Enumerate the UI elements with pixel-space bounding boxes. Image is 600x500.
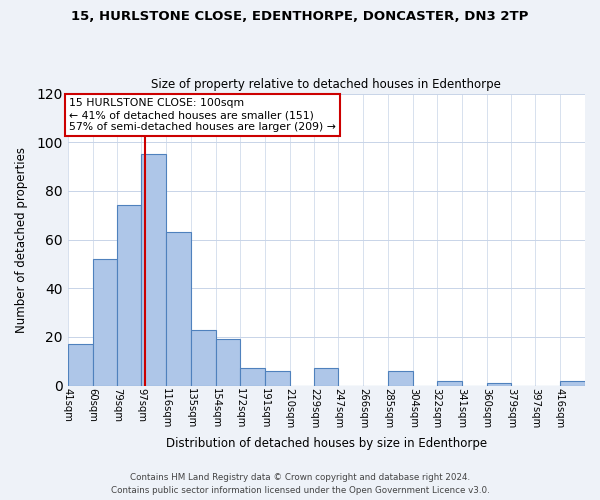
Bar (68, 344, 92, 386)
Bar (216, 340, 239, 386)
Y-axis label: Number of detached properties: Number of detached properties (15, 146, 28, 332)
Bar (166, 232, 191, 386)
X-axis label: Distribution of detached houses by size in Edenthorpe: Distribution of detached houses by size … (166, 437, 487, 450)
Bar (314, 368, 338, 386)
Bar (388, 371, 413, 386)
Bar (487, 383, 511, 386)
Bar (141, 154, 166, 386)
Text: Contains HM Land Registry data © Crown copyright and database right 2024.
Contai: Contains HM Land Registry data © Crown c… (110, 474, 490, 495)
Title: Size of property relative to detached houses in Edenthorpe: Size of property relative to detached ho… (151, 78, 501, 91)
Bar (560, 380, 585, 386)
Bar (265, 371, 290, 386)
Bar (239, 368, 265, 386)
Text: 15 HURLSTONE CLOSE: 100sqm
← 41% of detached houses are smaller (151)
57% of sem: 15 HURLSTONE CLOSE: 100sqm ← 41% of deta… (69, 98, 336, 132)
Bar (191, 330, 216, 386)
Text: 15, HURLSTONE CLOSE, EDENTHORPE, DONCASTER, DN3 2TP: 15, HURLSTONE CLOSE, EDENTHORPE, DONCAST… (71, 10, 529, 23)
Bar (437, 380, 461, 386)
Bar (118, 206, 141, 386)
Bar (92, 259, 118, 386)
